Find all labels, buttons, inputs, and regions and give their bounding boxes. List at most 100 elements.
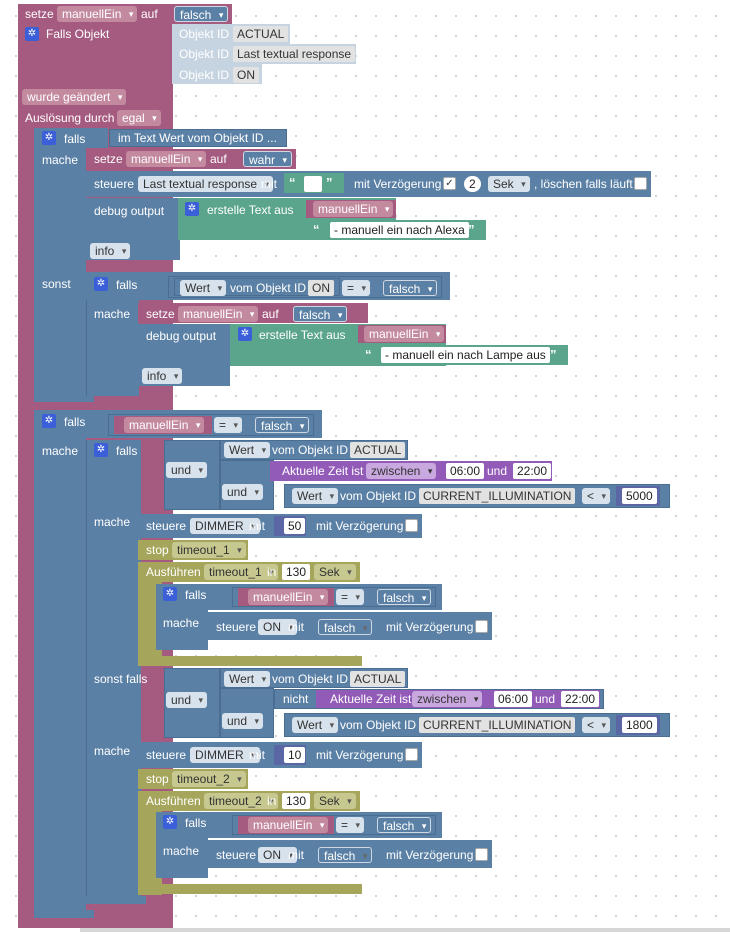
value-dropdown[interactable]: falsch xyxy=(293,306,348,323)
oid-value[interactable]: CURRENT_ILLUMINATION xyxy=(419,717,576,733)
trigger-by-dropdown[interactable]: egal xyxy=(117,110,161,126)
if1-block[interactable] xyxy=(34,128,86,400)
delay-unit-dropdown[interactable]: Sek xyxy=(488,176,530,192)
text-string-input[interactable]: - manuell ein nach Alexa xyxy=(330,222,469,238)
var-dropdown[interactable]: manuellEin xyxy=(248,817,329,833)
gear-icon[interactable]: ✲ xyxy=(185,202,199,216)
number-input[interactable]: 10 xyxy=(284,747,306,763)
compare-value-dropdown[interactable]: falsch xyxy=(383,280,438,297)
gear-icon[interactable]: ✲ xyxy=(42,414,56,428)
gear-icon[interactable]: ✲ xyxy=(163,815,177,829)
control-target-dropdown[interactable]: DIMMER xyxy=(190,518,260,534)
if1-mache: mache xyxy=(42,153,79,167)
if1-condition-block[interactable] xyxy=(109,129,287,147)
clear-checkbox[interactable] xyxy=(634,177,647,190)
number-input[interactable]: 1800 xyxy=(622,717,657,733)
gear-icon[interactable]: ✲ xyxy=(94,443,108,457)
control-keyword: steuere xyxy=(216,620,257,634)
and-dropdown[interactable]: und xyxy=(222,713,264,729)
unit-dropdown[interactable]: Sek xyxy=(314,793,356,809)
oid-value[interactable]: ACTUAL xyxy=(350,442,406,458)
wert-dropdown[interactable]: Wert xyxy=(224,671,271,687)
wert-dropdown[interactable]: Wert xyxy=(292,488,339,504)
not-label: nicht xyxy=(283,692,309,706)
timeout-dropdown[interactable]: timeout_1 xyxy=(204,564,278,580)
value-dropdown[interactable]: falsch xyxy=(318,847,373,864)
delay-checkbox[interactable]: ✓ xyxy=(443,177,456,190)
value-dropdown[interactable]: falsch xyxy=(318,619,373,636)
delay-value-input[interactable]: 2 xyxy=(464,176,481,192)
var-dropdown[interactable]: manuellEin xyxy=(126,151,207,167)
number-input[interactable]: 5000 xyxy=(622,488,657,504)
text-var-dropdown[interactable]: manuellEin xyxy=(364,326,445,342)
wert-dropdown[interactable]: Wert xyxy=(180,280,227,296)
delay-checkbox[interactable] xyxy=(475,620,488,633)
wert-dropdown[interactable]: Wert xyxy=(224,442,271,458)
operator-dropdown[interactable]: = xyxy=(336,817,365,833)
control-target-dropdown[interactable]: Last textual response xyxy=(138,176,274,192)
vom-oid-label: vom Objekt ID xyxy=(272,443,349,457)
compare-value-dropdown[interactable]: falsch xyxy=(255,417,310,434)
delay-checkbox[interactable] xyxy=(405,748,418,761)
operator-dropdown[interactable]: = xyxy=(336,589,365,605)
debug-level-dropdown[interactable]: info xyxy=(142,368,183,384)
in-value-input[interactable]: 130 xyxy=(282,564,311,580)
oid-value-3[interactable]: ON xyxy=(233,67,259,83)
time-end-input[interactable]: 22:00 xyxy=(513,463,552,479)
and-dropdown[interactable]: und xyxy=(222,484,264,500)
inner-if-falls: falls xyxy=(116,444,138,458)
compare-value-dropdown[interactable]: falsch xyxy=(377,589,432,606)
if2-block[interactable] xyxy=(34,410,86,918)
value-dropdown[interactable]: falsch xyxy=(174,6,229,23)
var-dropdown[interactable]: manuellEin xyxy=(124,417,205,433)
control-target-dropdown[interactable]: ON xyxy=(258,619,297,635)
oid-label-3: Objekt ID xyxy=(179,68,230,82)
debug-level-dropdown[interactable]: info xyxy=(90,243,131,259)
var-dropdown[interactable]: manuellEin xyxy=(248,589,329,605)
control-target-dropdown[interactable]: ON xyxy=(258,847,297,863)
timeout-dropdown[interactable]: timeout_2 xyxy=(172,771,246,787)
gear-icon[interactable]: ✲ xyxy=(163,587,177,601)
and-dropdown[interactable]: und xyxy=(166,692,208,708)
text-var-dropdown[interactable]: manuellEin xyxy=(313,201,394,217)
number-input[interactable]: 50 xyxy=(284,518,306,534)
oid-value[interactable]: CURRENT_ILLUMINATION xyxy=(419,488,576,504)
oid-value[interactable]: ACTUAL xyxy=(350,671,406,687)
horizontal-scrollbar[interactable] xyxy=(80,928,730,932)
changed-dropdown[interactable]: wurde geändert xyxy=(22,89,127,105)
time-start-input[interactable]: 06:00 xyxy=(494,691,533,707)
timeout-dropdown[interactable]: timeout_2 xyxy=(204,793,278,809)
text-input[interactable] xyxy=(304,176,322,192)
between-dropdown[interactable]: zwischen xyxy=(366,463,437,479)
gear-icon[interactable]: ✲ xyxy=(42,131,56,145)
time-label: Aktuelle Zeit ist xyxy=(282,464,364,478)
time-start-input[interactable]: 06:00 xyxy=(446,463,485,479)
oid-value[interactable]: ON xyxy=(308,280,334,296)
operator-dropdown[interactable]: = xyxy=(214,417,243,433)
wert-dropdown[interactable]: Wert xyxy=(292,717,339,733)
gear-icon[interactable]: ✲ xyxy=(25,27,39,41)
timeout-dropdown[interactable]: timeout_1 xyxy=(172,542,246,558)
gear-icon[interactable]: ✲ xyxy=(238,327,252,341)
oid-value-1[interactable]: ACTUAL xyxy=(233,26,289,42)
control-target-dropdown[interactable]: DIMMER xyxy=(190,747,260,763)
time-end-input[interactable]: 22:00 xyxy=(561,691,600,707)
operator-dropdown[interactable]: < xyxy=(582,488,611,504)
compare-value-dropdown[interactable]: falsch xyxy=(377,817,432,834)
and-dropdown[interactable]: und xyxy=(166,462,208,478)
var-dropdown[interactable]: manuellEin xyxy=(178,306,259,322)
between-dropdown[interactable]: zwischen xyxy=(412,691,483,707)
operator-dropdown[interactable]: = xyxy=(342,280,371,296)
oid-value-2[interactable]: Last textual response xyxy=(233,46,356,62)
var-dropdown[interactable]: manuellEin xyxy=(57,6,138,22)
delay-checkbox[interactable] xyxy=(405,519,418,532)
inner-if-block[interactable] xyxy=(86,440,141,904)
gear-icon[interactable]: ✲ xyxy=(94,277,108,291)
text-string-input[interactable]: - manuell ein nach Lampe aus xyxy=(381,347,550,363)
delay-checkbox[interactable] xyxy=(475,848,488,861)
operator-dropdown[interactable]: < xyxy=(582,717,611,733)
set-keyword: setze xyxy=(146,307,175,321)
in-value-input[interactable]: 130 xyxy=(282,793,311,809)
value-dropdown[interactable]: wahr xyxy=(243,151,293,168)
unit-dropdown[interactable]: Sek xyxy=(314,564,356,580)
